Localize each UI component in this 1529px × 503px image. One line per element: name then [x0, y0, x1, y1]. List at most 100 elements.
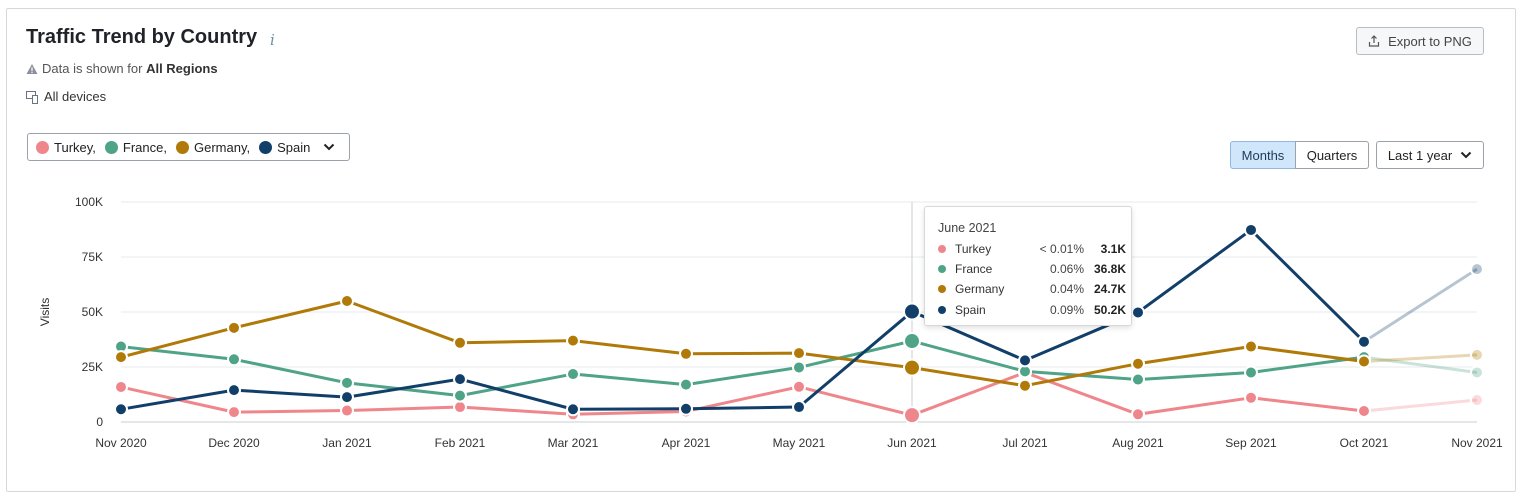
period-label: Last 1 year [1387, 147, 1453, 163]
period-dropdown[interactable]: Last 1 year [1376, 141, 1484, 169]
x-tick-label: Jun 2021 [887, 436, 937, 450]
data-point-spain [1470, 262, 1484, 277]
country-chip-label: Spain [277, 139, 311, 155]
region-note: Data is shown for All Regions [26, 61, 218, 76]
data-point-france [340, 375, 354, 390]
tooltip-value: 50.2K [1093, 303, 1126, 317]
export-png-button[interactable]: Export to PNG [1356, 27, 1484, 55]
export-png-label: Export to PNG [1388, 33, 1472, 49]
y-axis-label: Visits [38, 298, 52, 326]
tooltip-row-germany: Germany 0.04% 24.7K [938, 281, 1128, 297]
data-point-spain [1357, 334, 1371, 349]
x-tick-label: Jul 2021 [1002, 436, 1048, 450]
data-point-germany [453, 335, 467, 350]
data-point-turkey [1131, 407, 1145, 422]
country-chip-label: France, [122, 139, 167, 155]
data-point-turkey [1470, 393, 1484, 407]
tooltip-title: June 2021 [938, 221, 997, 235]
data-point-spain [227, 383, 241, 398]
devices-text: All devices [44, 89, 107, 104]
tooltip-country: France [955, 262, 993, 276]
data-point-turkey [114, 380, 128, 395]
y-tick-label: 100K [75, 195, 103, 209]
data-point-spain [1131, 305, 1145, 320]
data-point-turkey [1244, 390, 1258, 405]
y-tick-label: 50K [82, 305, 103, 319]
data-point-france [227, 352, 241, 367]
tooltip-country: Spain [955, 303, 986, 317]
country-chip-france: France, [104, 139, 167, 155]
x-tick-label: Feb 2021 [435, 436, 486, 450]
x-tick-label: Mar 2021 [548, 436, 599, 450]
data-point-germany [903, 358, 921, 377]
country-chip-label: Germany, [193, 139, 251, 155]
data-point-turkey [453, 400, 467, 415]
region-note-value: All Regions [146, 61, 218, 76]
tooltip-share: 0.09% [1049, 303, 1084, 317]
country-chip-label: Turkey, [54, 139, 96, 155]
info-icon[interactable]: i [270, 31, 275, 49]
warning-icon [26, 64, 38, 74]
data-point-france [903, 332, 921, 351]
country-chip-turkey: Turkey, [36, 140, 96, 155]
series-line-germany [120, 299, 1365, 388]
data-point-germany [1470, 347, 1484, 362]
tooltip-value: 36.8K [1093, 262, 1126, 276]
quarters-toggle[interactable]: Quarters [1295, 141, 1369, 169]
data-point-germany [1018, 378, 1032, 393]
chevron-down-icon [324, 143, 335, 151]
tooltip-row-turkey: Turkey < 0.01% 3.1K [938, 241, 1128, 257]
data-point-spain [792, 400, 806, 415]
devices-label: All devices [26, 89, 106, 104]
data-point-turkey [340, 403, 354, 418]
tooltip-row-spain: Spain 0.09% 50.2K [938, 302, 1128, 318]
y-tick-label: 25K [82, 360, 103, 374]
series-line-spain [120, 228, 1366, 411]
x-tick-label: Sep 2021 [1225, 436, 1277, 450]
data-point-turkey [1357, 404, 1371, 418]
chart-tooltip: June 2021 Turkey < 0.01% 3.1K France 0.0… [924, 206, 1132, 326]
months-toggle[interactable]: Months [1230, 141, 1296, 169]
data-point-spain [1244, 222, 1258, 237]
series-line-incomplete-france [1363, 355, 1478, 374]
data-point-germany [340, 294, 354, 308]
data-point-spain [453, 372, 467, 387]
tooltip-dot [938, 245, 946, 253]
data-point-germany [227, 320, 241, 335]
data-point-germany [1244, 339, 1258, 354]
tooltip-row-france: France 0.06% 36.8K [938, 261, 1128, 277]
x-tick-label: Nov 2021 [1451, 436, 1503, 450]
data-point-france [679, 377, 693, 392]
x-tick-label: Aug 2021 [1112, 436, 1164, 450]
spain-dot [259, 140, 273, 154]
series-line-france [120, 339, 1365, 398]
series-line-incomplete-spain [1363, 267, 1478, 343]
tooltip-country: Turkey [955, 242, 992, 256]
tooltip-value: 3.1K [1100, 242, 1126, 256]
data-point-france [566, 367, 580, 382]
export-icon [1368, 35, 1380, 47]
data-point-spain [1018, 353, 1032, 368]
x-tick-label: Jan 2021 [322, 436, 372, 450]
tooltip-dot [938, 306, 946, 314]
data-point-germany [566, 333, 580, 348]
country-chip-germany: Germany, [175, 139, 251, 155]
data-point-spain [903, 302, 921, 321]
tooltip-value: 24.7K [1093, 282, 1126, 296]
x-tick-label: May 2021 [773, 436, 826, 450]
data-point-france [453, 388, 467, 403]
series-line-incomplete-germany [1363, 353, 1478, 363]
france-dot [104, 140, 118, 154]
data-point-germany [1131, 356, 1145, 371]
data-point-spain [114, 402, 128, 417]
data-point-germany [1357, 354, 1371, 369]
data-point-turkey [903, 406, 921, 425]
chevron-down-icon [1460, 151, 1472, 159]
data-point-france [792, 360, 806, 375]
country-selector[interactable]: Turkey, France, Germany, Spain [27, 133, 350, 161]
tooltip-share: 0.06% [1049, 262, 1084, 276]
data-point-germany [792, 346, 806, 361]
y-tick-label: 75K [82, 250, 103, 264]
data-point-turkey [792, 379, 806, 394]
